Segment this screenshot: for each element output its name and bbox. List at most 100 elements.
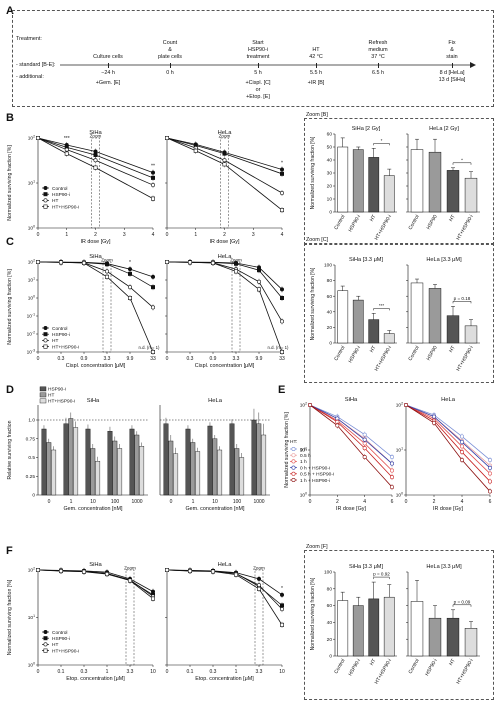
- y-axis-label: Normalized surviving fraction [%]: [7, 269, 13, 345]
- x-tick-label: 100: [111, 499, 120, 505]
- x-tick-label: HT: [369, 214, 378, 223]
- legend-label: HT+HSP90-i: [52, 648, 79, 654]
- x-tick-label: 1000: [253, 499, 264, 505]
- data-point: [257, 287, 262, 292]
- x-axis-label: IR dose [Gy]: [336, 506, 366, 512]
- data-point: [488, 465, 493, 470]
- data-point: [105, 262, 110, 267]
- zoom-label: Zoom: [101, 258, 113, 263]
- series-line: [405, 404, 491, 469]
- bar: [464, 325, 478, 344]
- bar: [428, 617, 442, 657]
- bar: [428, 288, 442, 344]
- bar: [337, 146, 349, 213]
- significance-mark: ***: [64, 136, 70, 142]
- data-point: [35, 135, 40, 140]
- timeline-row-treatment: Treatment:: [16, 36, 42, 42]
- data-point: [280, 607, 285, 612]
- x-tick-label: 0.9: [81, 356, 88, 362]
- timeline-event-time: 5 h: [254, 70, 262, 76]
- data-point: [234, 261, 239, 266]
- data-point: [362, 437, 367, 442]
- zoom-box-c: [304, 243, 494, 383]
- data-point: [280, 295, 285, 300]
- chart-d-siha: 0 0.25 0.5 0.75 1.0 SiHa Gem. concentration [n…: [7, 386, 148, 512]
- x-tick-label: 4: [152, 232, 155, 238]
- y-tick-label: 102: [28, 567, 35, 574]
- chart-title: SiHa [3.3 μM]: [349, 257, 383, 263]
- x-tick-label: 33: [279, 356, 285, 362]
- data-point: [280, 171, 285, 176]
- bar: [410, 149, 424, 213]
- zoom-title-b: Zoom [B]: [306, 112, 328, 118]
- data-point: [128, 267, 133, 272]
- y-tick-label: 100: [28, 295, 35, 302]
- x-tick-label: 3.3: [104, 356, 111, 362]
- timeline-event-time: 8 d [HeLa] 13 d [SiHa]: [438, 70, 466, 83]
- bar: [352, 605, 364, 657]
- data-point: [390, 468, 395, 473]
- chart-title: HeLa: [218, 130, 233, 136]
- legend-swatch: [39, 392, 47, 398]
- y-tick-label: 0.5: [28, 455, 35, 461]
- significance-bracket: [373, 143, 390, 146]
- y-tick-label: 100: [324, 570, 332, 576]
- y-tick-label: 0: [329, 654, 332, 660]
- timeline-event-title: Count & plate cells: [158, 40, 182, 60]
- legend-marker: [43, 344, 48, 349]
- bar: [117, 448, 123, 496]
- x-tick-label: 4: [461, 499, 464, 505]
- timeline-event-additional: +IR [B]: [307, 80, 325, 86]
- x-tick-label: 0: [37, 232, 40, 238]
- bar: [107, 431, 113, 496]
- legend-label: HT: [48, 393, 54, 399]
- legend-marker: [43, 636, 48, 641]
- zoom-box-f: [304, 550, 494, 700]
- zoom-label: Zoom: [124, 566, 136, 571]
- data-point: [280, 622, 285, 627]
- data-point: [488, 471, 493, 476]
- data-point: [257, 576, 262, 581]
- x-tick-label: HT: [369, 658, 378, 667]
- data-point: [187, 569, 192, 574]
- chart-c-zoom-siha: 0 20 40 60 80 100 SiHa [3.3 μM] Normalized surv…: [310, 257, 397, 372]
- significance-mark: **: [151, 164, 155, 170]
- series-line: [166, 261, 283, 322]
- y-tick-label: 0: [32, 493, 35, 499]
- bar: [173, 453, 179, 496]
- x-tick-label: 3.3: [233, 356, 240, 362]
- bar: [51, 449, 57, 496]
- data-point: [58, 260, 63, 265]
- x-tick-label: 9.9: [127, 356, 134, 362]
- data-point: [210, 569, 215, 574]
- legend-label: HSP90-i: [52, 332, 70, 338]
- x-tick-label: HT+HSP90-i: [455, 658, 474, 685]
- bar: [229, 423, 235, 496]
- legend-marker: [291, 453, 296, 458]
- y-tick-label: 100: [396, 492, 403, 499]
- series-line: [309, 404, 393, 488]
- bar: [383, 333, 395, 344]
- data-point: [460, 444, 465, 449]
- bar: [446, 315, 460, 344]
- panel-label-e: E: [278, 384, 286, 396]
- y-tick-label: 100: [300, 492, 307, 499]
- significance-mark: ***: [379, 303, 385, 308]
- x-tick-label: 33: [150, 356, 156, 362]
- x-tick-label: HSP90: [426, 345, 439, 362]
- y-tick-label: 102: [28, 259, 35, 266]
- y-tick-label: 20: [327, 325, 333, 331]
- legend-label: HT+HSP90-i: [52, 344, 79, 350]
- data-point: [151, 274, 156, 279]
- timeline-row-standard: - standard [B-E]:: [16, 62, 56, 68]
- zoom-region: [231, 261, 241, 353]
- x-tick-label: HT: [448, 658, 457, 667]
- y-tick-label: 10-3: [27, 349, 35, 356]
- data-point: [151, 170, 156, 175]
- chart-title: HeLa: [441, 397, 456, 403]
- data-point: [280, 208, 285, 213]
- legend-label: HT: [52, 338, 58, 344]
- legend-marker: [291, 471, 296, 476]
- significance-bracket: [373, 308, 390, 311]
- data-point: [280, 287, 285, 292]
